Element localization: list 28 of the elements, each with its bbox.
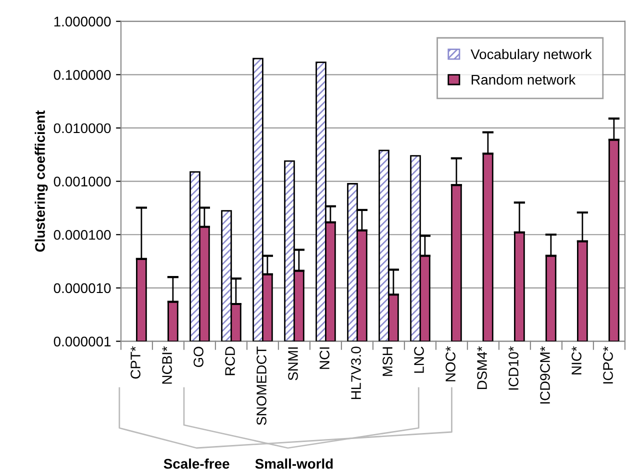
y-tick-label: 0.000100 bbox=[54, 230, 111, 240]
x-tick-label: RCD bbox=[225, 346, 235, 376]
x-tick-label: ICD10* bbox=[508, 346, 518, 390]
y-tick-label: 0.100000 bbox=[54, 70, 111, 80]
x-tick-label: LNC bbox=[414, 346, 424, 373]
x-tick-label: NIC* bbox=[572, 346, 582, 374]
legend-label: Vocabulary network bbox=[470, 48, 592, 62]
x-tick-label: MSH bbox=[382, 347, 392, 376]
y-axis-title: Clustering coefficient bbox=[34, 110, 48, 252]
y-tick-label: 0.010000 bbox=[54, 123, 111, 134]
x-tick-label: ICD9CM* bbox=[540, 346, 550, 404]
text: Scale-free bbox=[164, 458, 230, 469]
text: Small-world bbox=[255, 458, 333, 469]
x-tick-label: SNMI bbox=[288, 347, 298, 380]
x-tick-label: ICPC* bbox=[603, 346, 613, 384]
x-tick-label: DSM4* bbox=[477, 346, 487, 389]
y-tick-label: 1.000000 bbox=[54, 16, 111, 26]
y-tick-label: 0.000010 bbox=[54, 283, 111, 294]
x-tick-label: GO bbox=[194, 346, 204, 368]
x-tick-label: NCBI* bbox=[162, 346, 172, 384]
y-tick-label: 0.000001 bbox=[54, 336, 111, 346]
legend-label: Random network bbox=[472, 74, 576, 85]
x-tick-label: CPT* bbox=[130, 346, 140, 379]
x-tick-label: NOC* bbox=[446, 346, 456, 382]
y-tick-label: 0.001000 bbox=[54, 176, 111, 186]
x-tick-label: NCI bbox=[320, 347, 330, 369]
x-tick-label: SNOMEDCT bbox=[256, 346, 266, 425]
x-tick-label: HL7V3.0 bbox=[351, 346, 361, 400]
